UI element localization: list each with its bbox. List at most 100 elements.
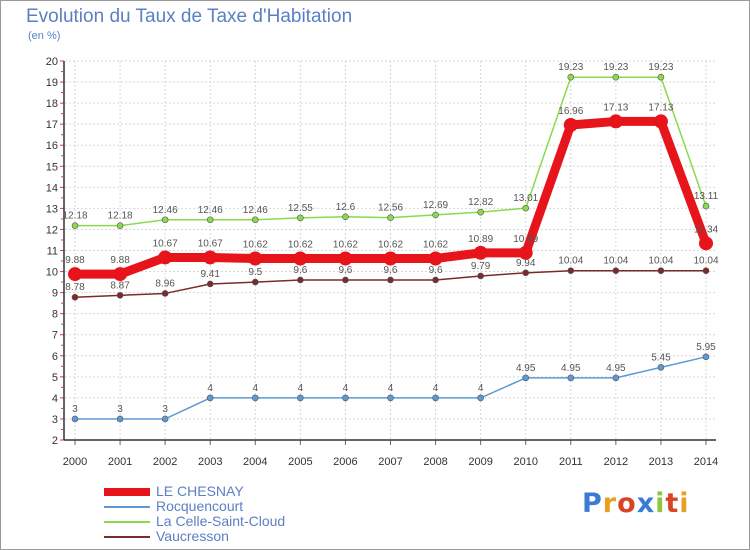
data-point-rocquencourt xyxy=(342,394,349,402)
data-label-la-celle-saint-cloud: 12.18 xyxy=(108,211,133,222)
data-point-rocquencourt xyxy=(251,394,259,402)
data-label-la-celle-saint-cloud: 12.55 xyxy=(288,203,313,214)
y-tick-label: 4 xyxy=(52,393,58,405)
legend-label: Vaucresson xyxy=(156,528,229,544)
data-label-le-chesnay: 10.67 xyxy=(153,238,178,249)
data-label-vaucresson: 9.6 xyxy=(338,265,352,276)
data-label-rocquencourt: 4.95 xyxy=(561,363,581,374)
data-point-vaucresson xyxy=(206,280,214,288)
x-tick-label: 2002 xyxy=(153,456,177,468)
legend-swatch xyxy=(104,536,150,538)
data-point-rocquencourt xyxy=(116,415,124,423)
data-label-le-chesnay: 17.13 xyxy=(603,102,628,113)
data-point-rocquencourt xyxy=(702,353,710,361)
data-label-rocquencourt: 4 xyxy=(478,383,484,394)
x-tick-label: 2013 xyxy=(649,456,673,468)
data-label-rocquencourt: 4.95 xyxy=(516,363,536,374)
brand-letter: P xyxy=(582,488,603,519)
y-tick-label: 15 xyxy=(46,161,58,173)
data-point-la-celle-saint-cloud xyxy=(432,211,439,219)
data-label-rocquencourt: 4 xyxy=(433,383,439,394)
data-point-rocquencourt xyxy=(657,364,665,371)
data-point-rocquencourt xyxy=(522,374,530,382)
legend-label: LE CHESNAY xyxy=(156,483,244,499)
data-point-rocquencourt xyxy=(477,394,484,402)
data-point-rocquencourt xyxy=(161,415,169,423)
legend-label: La Celle-Saint-Cloud xyxy=(156,513,286,529)
data-point-vaucresson xyxy=(657,267,665,275)
data-point-le-chesnay xyxy=(608,114,623,129)
data-label-vaucresson: 10.04 xyxy=(603,256,628,267)
data-point-vaucresson xyxy=(387,276,394,284)
unit-label: (en %) xyxy=(28,30,61,42)
data-point-la-celle-saint-cloud xyxy=(206,216,214,224)
y-tick-label: 5 xyxy=(52,372,58,384)
y-tick-label: 17 xyxy=(46,119,58,131)
x-tick-label: 2003 xyxy=(198,456,222,468)
data-point-rocquencourt xyxy=(612,374,620,382)
data-label-le-chesnay: 9.88 xyxy=(65,255,85,266)
data-label-vaucresson: 8.87 xyxy=(110,280,130,291)
x-tick-label: 2006 xyxy=(333,456,357,468)
data-point-le-chesnay xyxy=(293,251,308,266)
data-point-le-chesnay xyxy=(653,114,668,129)
data-label-la-celle-saint-cloud: 12.56 xyxy=(378,203,403,214)
x-tick-label: 2001 xyxy=(108,456,132,468)
chart-title: Evolution du Taux de Taxe d'Habitation xyxy=(26,6,353,27)
data-point-le-chesnay xyxy=(428,251,443,266)
x-tick-label: 2010 xyxy=(513,456,537,468)
data-point-la-celle-saint-cloud xyxy=(116,222,124,229)
data-label-vaucresson: 9.6 xyxy=(293,265,307,276)
data-point-le-chesnay xyxy=(473,245,488,260)
data-label-rocquencourt: 4.95 xyxy=(606,363,626,374)
data-label-vaucresson: 8.96 xyxy=(155,278,175,289)
data-point-rocquencourt xyxy=(71,415,79,423)
y-tick-label: 16 xyxy=(46,140,58,152)
y-tick-label: 19 xyxy=(46,77,58,89)
data-label-le-chesnay: 10.62 xyxy=(288,240,313,251)
y-tick-label: 3 xyxy=(52,414,58,426)
data-label-la-celle-saint-cloud: 19.23 xyxy=(648,62,673,73)
data-label-vaucresson: 9.6 xyxy=(429,265,443,276)
data-point-le-chesnay xyxy=(68,267,82,282)
y-tick-label: 20 xyxy=(46,56,58,68)
x-tick-label: 2005 xyxy=(288,456,312,468)
data-label-le-chesnay: 16.96 xyxy=(558,106,583,117)
data-label-le-chesnay: 10.62 xyxy=(333,240,358,251)
data-label-rocquencourt: 4 xyxy=(207,383,213,394)
data-label-vaucresson: 9.6 xyxy=(384,265,398,276)
data-point-rocquencourt xyxy=(387,394,394,402)
data-point-le-chesnay xyxy=(113,267,128,282)
brand-letter: x xyxy=(636,488,656,519)
data-label-la-celle-saint-cloud: 12.46 xyxy=(243,205,268,216)
data-point-le-chesnay xyxy=(248,251,263,266)
data-point-le-chesnay xyxy=(518,245,533,260)
data-point-vaucresson xyxy=(522,269,530,277)
data-label-le-chesnay: 10.89 xyxy=(513,234,538,245)
x-tick-label: 2011 xyxy=(559,456,583,468)
data-label-rocquencourt: 4 xyxy=(343,383,349,394)
data-point-vaucresson xyxy=(702,267,710,275)
data-label-vaucresson: 9.79 xyxy=(471,261,491,272)
data-label-la-celle-saint-cloud: 12.82 xyxy=(468,197,493,208)
data-label-le-chesnay: 10.62 xyxy=(423,240,448,251)
data-point-la-celle-saint-cloud xyxy=(387,214,394,221)
data-point-vaucresson xyxy=(612,267,620,275)
y-tick-label: 12 xyxy=(46,224,58,236)
data-point-le-chesnay xyxy=(383,251,398,266)
data-point-la-celle-saint-cloud xyxy=(71,222,79,229)
legend-item-rocquencourt: Rocquencourt xyxy=(104,499,404,514)
data-label-vaucresson: 8.78 xyxy=(65,282,85,293)
data-point-rocquencourt xyxy=(432,394,439,402)
data-point-rocquencourt xyxy=(567,374,575,382)
data-point-vaucresson xyxy=(161,290,169,297)
data-point-vaucresson xyxy=(297,276,304,284)
data-point-la-celle-saint-cloud xyxy=(612,73,620,81)
data-label-la-celle-saint-cloud: 12.6 xyxy=(336,202,356,213)
brand-letter: i xyxy=(655,488,666,519)
data-point-le-chesnay xyxy=(699,236,713,251)
data-point-rocquencourt xyxy=(206,394,214,402)
data-point-le-chesnay xyxy=(203,250,218,265)
chart-plot: 2 3 4 5 6 7 8 9 10 11 12 13 14 15 16 17 18 19 20 2000 2001 20… xyxy=(46,56,719,468)
legend-swatch xyxy=(104,506,150,508)
